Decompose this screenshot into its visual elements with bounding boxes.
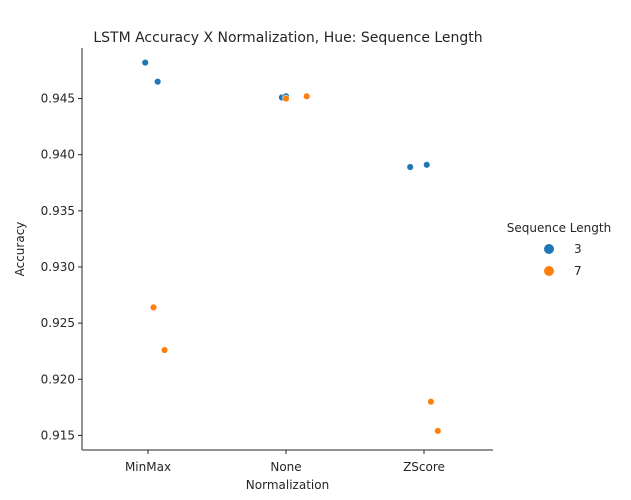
y-tick-label: 0.920	[41, 372, 75, 386]
legend-label: 7	[574, 264, 582, 278]
x-tick-label: None	[270, 460, 301, 474]
legend-label: 3	[574, 242, 582, 256]
data-point-series-7	[149, 303, 158, 311]
x-axis-label: Normalization	[246, 478, 329, 492]
axes	[81, 48, 493, 451]
y-ticks: 0.915 0.920 0.925 0.930 0.935 0.940 0.945	[41, 92, 82, 442]
data-point-series-3	[141, 59, 149, 67]
data-points	[141, 59, 442, 435]
y-tick-label: 0.945	[41, 92, 75, 106]
y-tick-label: 0.930	[41, 260, 75, 274]
data-point-series-7	[161, 346, 169, 354]
data-point-series-3	[154, 78, 162, 86]
data-point-series-7	[303, 92, 311, 100]
x-ticks: MinMax None ZScore	[125, 450, 445, 474]
legend-title: Sequence Length	[507, 221, 611, 235]
legend-marker	[544, 244, 554, 254]
legend: Sequence Length 37	[507, 221, 611, 278]
legend-marker	[544, 266, 554, 276]
y-tick-label: 0.925	[41, 316, 75, 330]
x-tick-label: ZScore	[403, 460, 445, 474]
x-tick-label: MinMax	[125, 460, 171, 474]
y-tick-label: 0.915	[41, 428, 75, 442]
legend-items: 37	[544, 242, 582, 278]
data-point-series-3	[423, 161, 431, 169]
y-axis-label: Accuracy	[13, 222, 27, 277]
data-point-series-7	[434, 427, 442, 435]
data-point-series-7	[427, 398, 435, 406]
data-point-series-7	[282, 94, 290, 103]
chart-title: LSTM Accuracy X Normalization, Hue: Sequ…	[93, 30, 482, 46]
data-point-series-3	[406, 163, 414, 171]
y-tick-label: 0.940	[41, 148, 75, 162]
y-tick-label: 0.935	[41, 204, 75, 218]
